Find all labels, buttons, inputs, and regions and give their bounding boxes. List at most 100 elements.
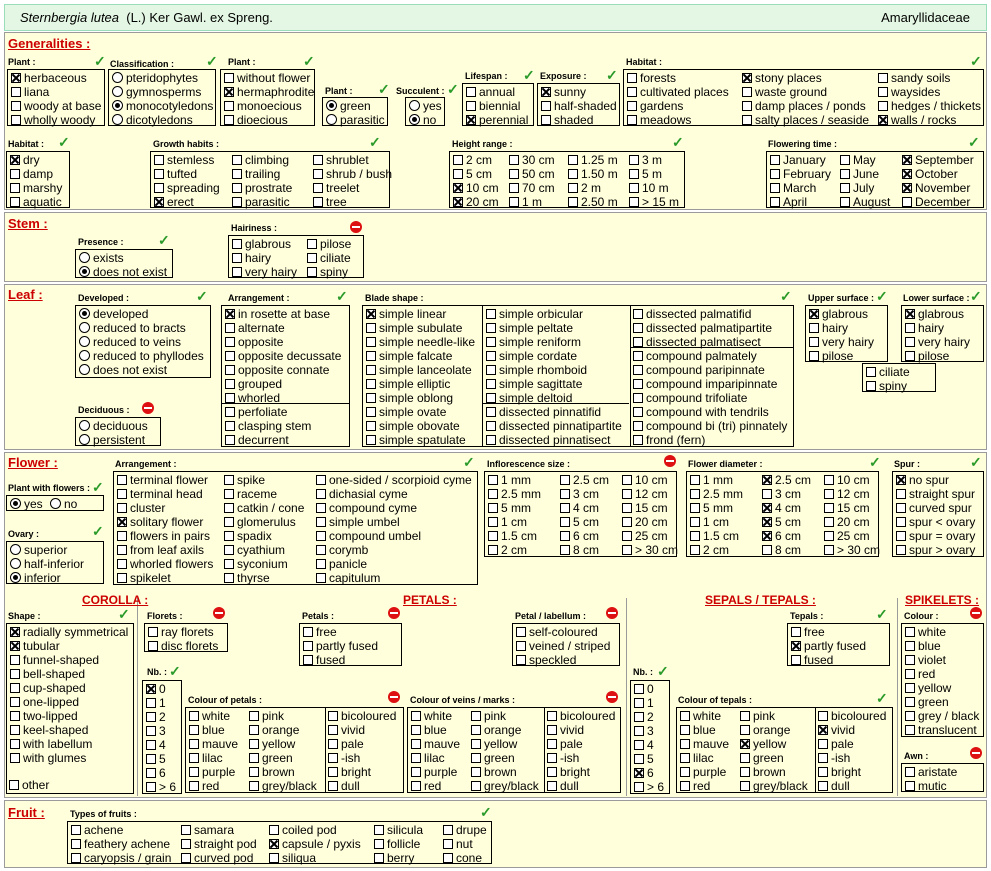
checkbox[interactable]	[225, 435, 235, 445]
checkbox[interactable]	[629, 169, 639, 179]
option-item[interactable]: dull	[547, 779, 579, 793]
checkbox[interactable]	[878, 87, 888, 97]
option-item[interactable]: 2.5 mm	[690, 487, 743, 501]
checkbox[interactable]	[316, 517, 326, 527]
checkbox[interactable]	[762, 517, 772, 527]
checkbox[interactable]	[471, 725, 481, 735]
option-item[interactable]: biennial	[466, 99, 520, 113]
option-item[interactable]: terminal head	[117, 487, 203, 501]
checkbox[interactable]	[627, 101, 637, 111]
option-item[interactable]: cone	[443, 851, 482, 865]
option-item[interactable]: yellow	[471, 737, 517, 751]
checkbox[interactable]	[633, 323, 643, 333]
option-item[interactable]: partly fused	[791, 639, 866, 653]
option-item[interactable]: perfoliate	[225, 405, 287, 419]
checkbox[interactable]	[840, 169, 850, 179]
checkbox[interactable]	[189, 739, 199, 749]
option-item[interactable]: syconium	[224, 557, 288, 571]
radio-button[interactable]	[112, 114, 123, 125]
checkbox[interactable]	[154, 169, 164, 179]
option-item[interactable]: June	[840, 167, 879, 181]
checkbox[interactable]	[680, 739, 690, 749]
checkbox[interactable]	[878, 73, 888, 83]
checkbox[interactable]	[471, 781, 481, 791]
checkbox[interactable]	[224, 503, 234, 513]
option-item[interactable]: partly fused	[303, 639, 378, 653]
option-item[interactable]: thyrse	[224, 571, 270, 585]
option-item[interactable]: waysides	[878, 85, 940, 99]
option-item[interactable]: dull	[818, 779, 850, 793]
option-item[interactable]: > 30 cm	[622, 543, 678, 557]
checkbox[interactable]	[232, 197, 242, 207]
option-item[interactable]: December	[902, 195, 970, 209]
checkbox[interactable]	[303, 641, 313, 651]
checkbox[interactable]	[560, 531, 570, 541]
checkbox[interactable]	[824, 517, 834, 527]
checkbox[interactable]	[189, 711, 199, 721]
checkbox[interactable]	[146, 726, 156, 736]
checkbox[interactable]	[905, 323, 915, 333]
checkbox[interactable]	[824, 503, 834, 513]
checkbox[interactable]	[189, 753, 199, 763]
checkbox[interactable]	[307, 253, 317, 263]
checkbox[interactable]	[818, 767, 828, 777]
checkbox[interactable]	[366, 379, 376, 389]
radio-button[interactable]	[50, 498, 61, 509]
option-item[interactable]: free	[303, 625, 337, 639]
option-item[interactable]: cup-shaped	[10, 681, 86, 695]
option-item[interactable]: simple deltoid	[486, 391, 572, 405]
checkbox[interactable]	[634, 782, 644, 792]
option-item[interactable]: fused	[303, 653, 345, 667]
option-item[interactable]: 5 cm	[762, 515, 801, 529]
checkbox[interactable]	[11, 87, 21, 97]
option-item[interactable]: vivid	[547, 723, 584, 737]
checkbox[interactable]	[568, 183, 578, 193]
option-item[interactable]: aristate	[905, 765, 957, 779]
checkbox[interactable]	[269, 839, 279, 849]
option-item[interactable]: 5	[146, 752, 166, 766]
option-item[interactable]: grey/black	[471, 779, 539, 793]
checkbox[interactable]	[905, 725, 915, 735]
option-item[interactable]: February	[770, 167, 831, 181]
option-item[interactable]: inferior	[10, 571, 61, 585]
option-item[interactable]: straight spur	[896, 487, 975, 501]
option-item[interactable]: March	[770, 181, 816, 195]
checkbox[interactable]	[634, 740, 644, 750]
checkbox[interactable]	[488, 531, 498, 541]
checkbox[interactable]	[411, 711, 421, 721]
option-item[interactable]: free	[791, 625, 825, 639]
checkbox[interactable]	[690, 531, 700, 541]
option-item[interactable]: yellow	[740, 737, 786, 751]
checkbox[interactable]	[146, 698, 156, 708]
radio-button[interactable]	[79, 420, 90, 431]
checkbox[interactable]	[629, 183, 639, 193]
checkbox[interactable]	[509, 183, 519, 193]
checkbox[interactable]	[313, 183, 323, 193]
option-item[interactable]: 5 cm	[560, 515, 599, 529]
checkbox[interactable]	[154, 155, 164, 165]
checkbox[interactable]	[249, 711, 259, 721]
option-item[interactable]: dioecious	[224, 113, 288, 127]
option-item[interactable]: > 30 cm	[824, 543, 880, 557]
checkbox[interactable]	[443, 839, 453, 849]
option-item[interactable]: spur = ovary	[896, 529, 975, 543]
checkbox[interactable]	[770, 197, 780, 207]
checkbox[interactable]	[896, 517, 906, 527]
radio-button[interactable]	[409, 114, 420, 125]
checkbox[interactable]	[225, 337, 235, 347]
option-item[interactable]: shrublet	[313, 153, 369, 167]
checkbox[interactable]	[547, 711, 557, 721]
checkbox[interactable]	[905, 655, 915, 665]
option-item[interactable]: compound trifoliate	[633, 391, 747, 405]
checkbox[interactable]	[690, 475, 700, 485]
checkbox[interactable]	[905, 697, 915, 707]
checkbox[interactable]	[232, 253, 242, 263]
checkbox[interactable]	[189, 725, 199, 735]
option-item[interactable]: September	[902, 153, 974, 167]
checkbox[interactable]	[486, 407, 496, 417]
option-item[interactable]: spiny	[307, 265, 348, 279]
option-item[interactable]: dichasial cyme	[316, 487, 408, 501]
option-item[interactable]: two-lipped	[10, 709, 78, 723]
option-item[interactable]: -ish	[547, 751, 579, 765]
checkbox[interactable]	[547, 739, 557, 749]
